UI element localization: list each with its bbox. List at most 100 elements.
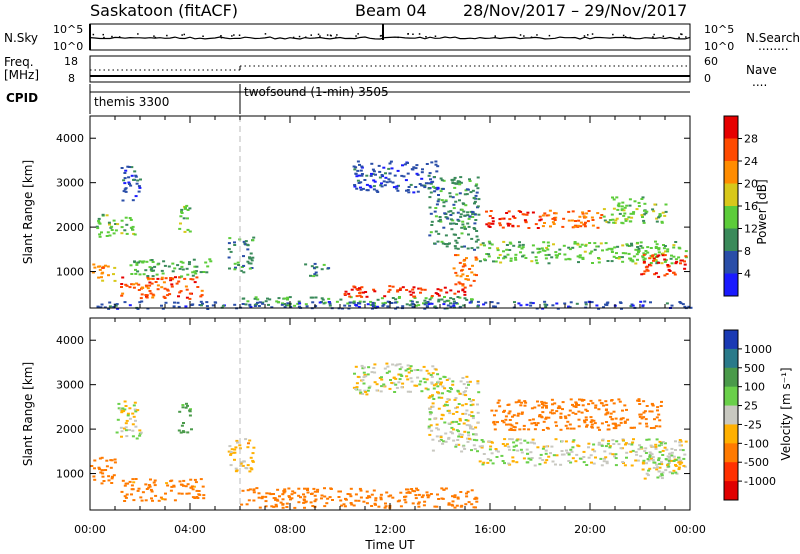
power-cell <box>131 228 135 231</box>
power-cell <box>605 302 609 305</box>
power-cell <box>436 293 440 295</box>
velocity-cell <box>191 488 195 491</box>
velocity-cell <box>132 404 136 407</box>
velocity-cell <box>123 484 127 487</box>
velocity-cell <box>551 403 554 406</box>
power-cell <box>496 302 500 305</box>
power-cell <box>429 191 433 194</box>
power-cell <box>457 290 460 293</box>
power-cell <box>442 303 446 306</box>
velocity-cell <box>448 390 452 393</box>
power-cell <box>348 304 352 307</box>
power-cell <box>445 245 449 248</box>
velocity-cell <box>400 375 404 377</box>
power-cell <box>446 304 450 307</box>
velocity-cell <box>518 428 522 431</box>
velocity-cell <box>115 431 119 434</box>
power-cell <box>399 287 402 290</box>
velocity-cell <box>228 445 232 448</box>
power-cell <box>229 250 233 253</box>
power-cell <box>538 219 542 222</box>
velocity-cell <box>646 458 650 461</box>
power-cell <box>664 259 668 262</box>
power-cell <box>156 284 160 287</box>
power-cell <box>433 242 436 245</box>
power-cell <box>498 218 502 221</box>
power-cell <box>458 199 461 202</box>
velocity-cell <box>568 409 572 412</box>
power-cell <box>388 172 392 175</box>
velocity-cell <box>404 501 408 504</box>
velocity-cell <box>132 481 136 484</box>
power-cell <box>106 231 110 234</box>
power-cell <box>621 222 625 225</box>
power-cell <box>475 191 479 194</box>
velocity-cell <box>123 427 126 430</box>
power-cell <box>358 288 362 291</box>
power-cell <box>124 190 128 193</box>
power-cell <box>227 248 231 251</box>
velocity-cell <box>409 377 413 380</box>
power-cell <box>107 274 110 277</box>
power-cell <box>370 172 373 175</box>
power-cell <box>249 306 253 309</box>
velocity-cell <box>508 428 512 431</box>
power-cell <box>602 215 606 218</box>
power-cell <box>451 182 455 184</box>
velocity-cell <box>189 408 192 411</box>
velocity-cell <box>229 453 233 456</box>
power-cell <box>258 301 262 304</box>
power-cell <box>190 304 194 306</box>
power-cell <box>381 304 385 307</box>
power-cell <box>506 222 510 225</box>
power-cell <box>122 190 126 193</box>
power-cell <box>242 240 246 243</box>
power-cell <box>634 248 638 251</box>
power-cell <box>459 181 463 184</box>
date-range: 28/Nov/2017 – 29/Nov/2017 <box>463 1 687 20</box>
velocity-cell <box>436 391 439 394</box>
cpid-label: CPID <box>6 91 38 105</box>
power-cell <box>637 250 641 252</box>
velocity-cell <box>359 496 363 499</box>
velocity-cell <box>447 437 451 440</box>
velocity-cell <box>674 440 677 443</box>
velocity-cell <box>234 467 238 470</box>
velocity-cell <box>493 428 497 431</box>
power-cell <box>604 242 608 245</box>
power-cell <box>536 251 540 254</box>
velocity-cell <box>668 458 672 461</box>
power-cell <box>421 168 424 171</box>
power-cell <box>248 267 252 270</box>
power-cell <box>461 223 465 226</box>
power-cell <box>160 269 164 272</box>
velocity-cell <box>354 365 358 368</box>
velocity-cell <box>587 403 591 406</box>
velocity-cell <box>440 396 444 399</box>
power-cell <box>386 300 390 303</box>
velocity-cell <box>153 479 157 482</box>
velocity-cell <box>623 421 627 424</box>
velocity-cell <box>509 427 513 430</box>
power-cell <box>642 252 646 255</box>
power-cell <box>561 225 565 228</box>
power-cell <box>488 215 492 217</box>
velocity-cell <box>134 478 138 480</box>
power-cell <box>653 253 657 256</box>
velocity-cell <box>667 455 671 458</box>
power-cell <box>487 240 491 243</box>
velocity-cell <box>124 429 128 432</box>
power-cell <box>551 217 555 220</box>
velocity-cell <box>533 428 537 431</box>
velocity-cell <box>493 414 496 417</box>
power-cell <box>205 305 209 308</box>
velocity-cell <box>658 440 662 443</box>
velocity-cell <box>584 416 588 419</box>
power-cell <box>606 260 610 262</box>
velocity-cell <box>661 454 665 456</box>
power-cell <box>188 292 192 295</box>
velocity-cell <box>451 412 455 415</box>
velocity-cell <box>285 502 289 505</box>
velocity-cell <box>458 392 462 395</box>
power-cell <box>369 174 373 177</box>
